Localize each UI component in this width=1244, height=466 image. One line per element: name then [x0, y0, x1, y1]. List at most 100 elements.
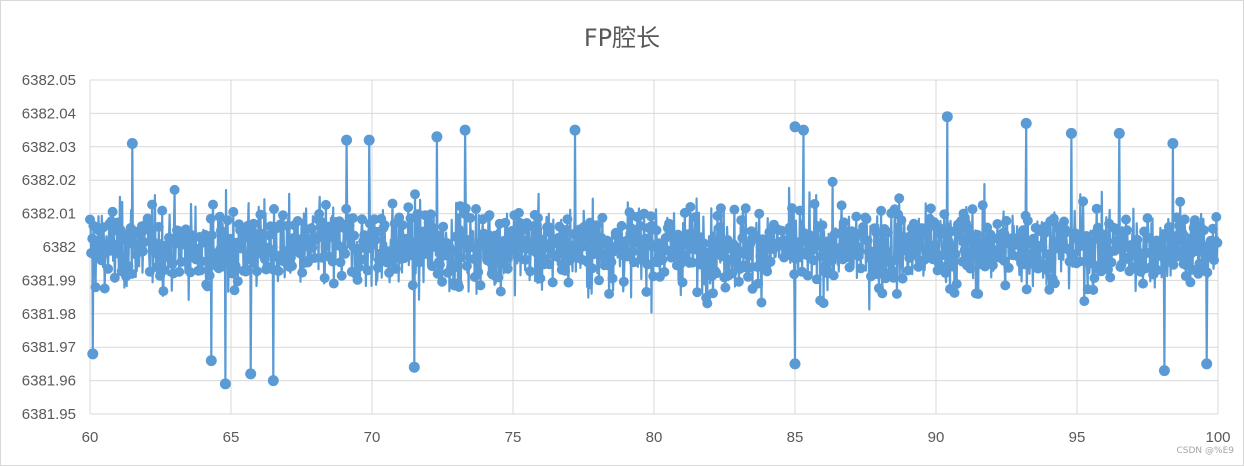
data-point	[399, 233, 410, 244]
data-point-outlier	[1167, 138, 1179, 149]
data-point-outlier	[245, 368, 257, 380]
data-point	[897, 273, 908, 284]
data-point	[355, 254, 366, 265]
data-point	[196, 256, 207, 267]
data-point	[727, 268, 738, 279]
data-point	[228, 206, 239, 217]
y-tick-label: 6382.03	[22, 139, 76, 156]
data-point	[1132, 234, 1143, 245]
data-point	[309, 253, 320, 263]
data-point	[222, 215, 233, 226]
data-point	[896, 215, 907, 226]
data-point-outlier	[267, 375, 279, 387]
data-point	[595, 248, 606, 259]
data-point	[808, 255, 819, 266]
data-point	[1089, 273, 1100, 283]
data-point	[236, 243, 247, 254]
data-point	[414, 257, 425, 268]
data-point	[724, 254, 735, 265]
data-point	[327, 256, 338, 267]
data-point-outlier	[1065, 127, 1077, 139]
data-point	[729, 204, 740, 215]
data-point	[169, 184, 180, 195]
data-point	[762, 266, 773, 277]
data-point	[687, 257, 698, 268]
data-point	[229, 285, 240, 296]
data-point	[1143, 232, 1154, 243]
data-point	[659, 267, 670, 277]
data-point	[844, 262, 855, 273]
data-point	[269, 204, 279, 214]
data-point	[1074, 256, 1085, 267]
data-point-outlier	[459, 124, 471, 136]
data-point	[933, 258, 944, 269]
data-point	[336, 270, 347, 281]
data-point	[403, 202, 414, 213]
data-point	[1211, 212, 1222, 222]
data-point	[460, 203, 471, 214]
data-point	[702, 298, 713, 309]
data-point	[925, 203, 936, 214]
data-point	[352, 274, 363, 285]
data-point	[776, 225, 787, 236]
data-point	[1031, 253, 1042, 264]
data-point	[1121, 214, 1131, 225]
data-point	[907, 250, 918, 261]
data-point	[871, 227, 882, 238]
data-point	[627, 246, 638, 257]
data-point	[145, 226, 156, 237]
data-point	[987, 260, 998, 271]
data-point	[752, 261, 762, 272]
data-point	[908, 218, 919, 229]
data-point	[1185, 277, 1196, 288]
series-fp-cavity-length	[85, 111, 1223, 390]
data-point	[587, 263, 598, 274]
data-point	[113, 217, 124, 228]
y-tick-label: 6382.04	[22, 105, 76, 122]
data-point	[544, 259, 555, 270]
data-point	[214, 211, 225, 222]
data-point	[606, 257, 617, 267]
data-point	[591, 220, 602, 231]
data-point	[1179, 214, 1190, 225]
data-point	[504, 246, 515, 257]
data-point	[826, 256, 837, 267]
data-point	[206, 230, 217, 241]
data-point	[158, 286, 169, 297]
data-point	[802, 270, 813, 281]
data-point	[394, 212, 405, 223]
y-tick-label: 6382.02	[22, 172, 76, 189]
data-point	[641, 286, 652, 297]
data-point	[340, 248, 351, 259]
y-tick-label: 6382.01	[22, 206, 76, 223]
data-point	[390, 263, 401, 274]
data-point	[855, 263, 866, 274]
data-point	[202, 281, 213, 292]
y-tick-label: 6381.98	[22, 306, 76, 323]
data-point	[753, 278, 764, 289]
data-point	[205, 213, 216, 224]
data-point	[737, 233, 748, 243]
data-point	[1163, 222, 1174, 232]
data-point	[972, 229, 983, 240]
data-point	[152, 249, 163, 260]
data-point	[870, 255, 881, 266]
data-point	[809, 199, 820, 209]
data-point	[1087, 236, 1098, 247]
data-point	[1189, 215, 1200, 226]
x-tick-label: 85	[787, 429, 804, 446]
data-point	[537, 234, 548, 245]
data-point	[372, 262, 383, 273]
x-tick-label: 65	[223, 429, 240, 446]
data-point	[781, 235, 792, 246]
data-point-outlier	[363, 134, 375, 146]
data-point	[192, 243, 203, 254]
data-point	[1046, 254, 1057, 264]
data-point	[328, 278, 339, 289]
data-point	[977, 200, 988, 211]
data-point	[1091, 203, 1102, 214]
data-point	[789, 269, 800, 280]
data-point	[387, 198, 398, 209]
data-point-outlier	[941, 111, 953, 123]
